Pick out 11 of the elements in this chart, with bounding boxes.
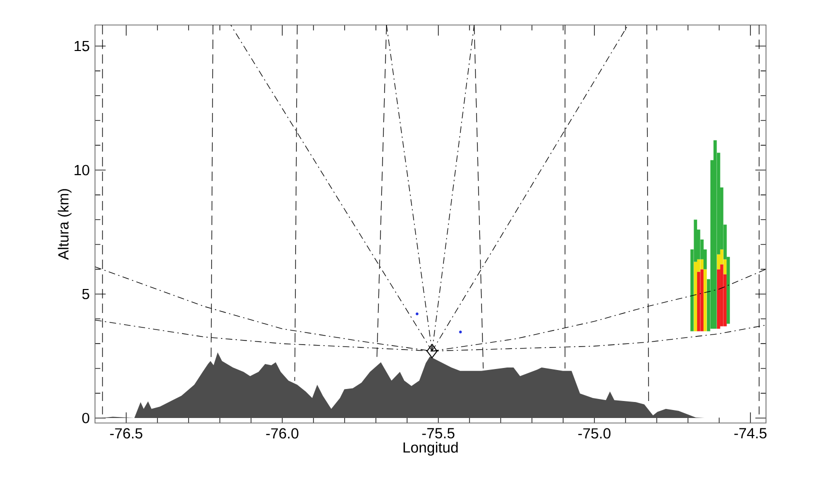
y-axis-title: Altura (km) bbox=[58, 189, 72, 260]
y-tick-label: 10 bbox=[74, 164, 90, 176]
x-tick-label: -75.0 bbox=[578, 428, 610, 439]
y-tick-label: 0 bbox=[82, 412, 90, 424]
x-tick-label: -74.5 bbox=[734, 428, 766, 438]
x-tick-label: -75.5 bbox=[422, 428, 454, 438]
y-tick-label: 5 bbox=[82, 288, 90, 300]
y-tick-label: 15 bbox=[74, 40, 90, 52]
x-axis-title: Longitud bbox=[404, 442, 458, 456]
x-tick-label: -76.0 bbox=[266, 428, 298, 439]
x-tick-label: -76.5 bbox=[110, 428, 142, 439]
